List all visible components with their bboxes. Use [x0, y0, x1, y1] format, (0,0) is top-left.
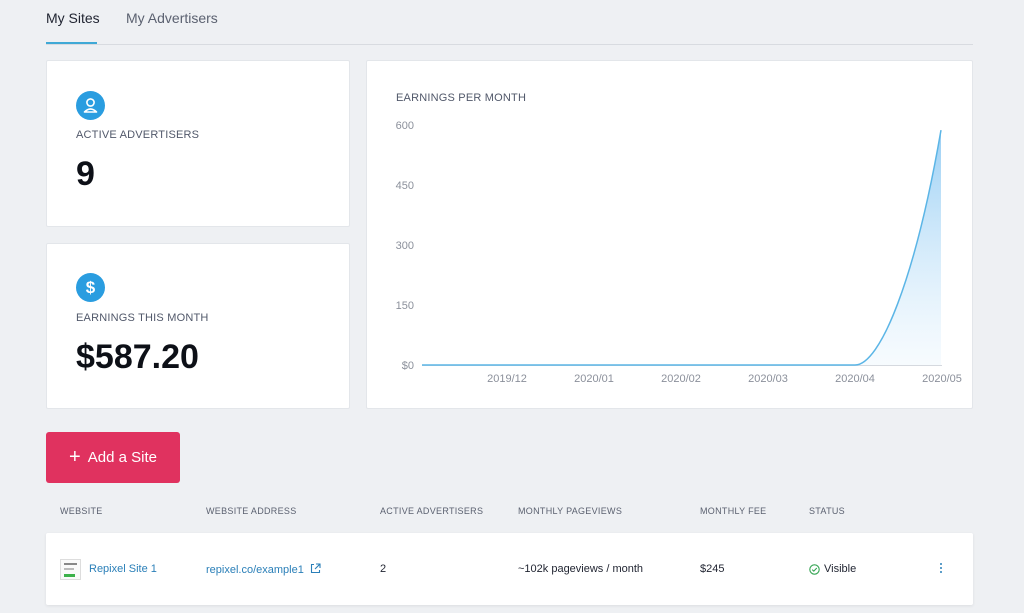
earnings-chart: $0 150 300 450 600 2019/12 2020/01 2020/02 2020… — [396, 120, 962, 385]
x-tick-label: 2020/05 — [922, 373, 962, 385]
tab-bar: My Sites My Advertisers — [46, 0, 973, 45]
site-thumbnail — [60, 559, 81, 580]
y-tick-label: 300 — [396, 240, 414, 252]
header-status: STATUS — [809, 506, 845, 516]
earnings-line — [422, 129, 942, 366]
active-advertisers-cell: 2 — [380, 563, 387, 575]
y-tick-label: $0 — [402, 360, 414, 372]
status-text: Visible — [824, 563, 857, 575]
active-advertisers-label: ACTIVE ADVERTISERS — [76, 129, 200, 141]
site-address-link[interactable]: repixel.co/example1 — [206, 564, 304, 576]
y-tick-label: 450 — [396, 180, 414, 192]
site-address-cell[interactable]: repixel.co/example1 — [206, 563, 321, 576]
header-website: WEBSITE — [60, 506, 103, 516]
x-tick-label: 2020/03 — [748, 373, 788, 385]
add-site-button[interactable]: + Add a Site — [46, 432, 180, 483]
svg-text:$: $ — [86, 278, 96, 297]
earnings-this-month-value: $587.20 — [76, 338, 199, 376]
chart-title: EARNINGS PER MONTH — [396, 92, 527, 104]
add-site-label: Add a Site — [87, 449, 157, 466]
status-cell: Visible — [809, 563, 856, 575]
earnings-this-month-card: $ EARNINGS THIS MONTH $587.20 — [46, 243, 350, 409]
earnings-this-month-label: EARNINGS THIS MONTH — [76, 312, 209, 324]
external-link-icon[interactable] — [310, 563, 321, 574]
tab-my-sites[interactable]: My Sites — [46, 10, 100, 26]
header-monthly-fee: MONTHLY FEE — [700, 506, 767, 516]
active-advertisers-value: 9 — [76, 155, 95, 193]
check-circle-icon — [809, 563, 820, 575]
tab-my-advertisers[interactable]: My Advertisers — [126, 10, 218, 26]
active-tab-indicator — [46, 42, 97, 44]
more-options-icon[interactable] — [938, 563, 944, 575]
active-advertisers-card: ACTIVE ADVERTISERS 9 — [46, 60, 350, 227]
monthly-fee-cell: $245 — [700, 563, 725, 575]
user-icon — [76, 91, 105, 120]
header-website-address: WEBSITE ADDRESS — [206, 506, 297, 516]
table-row[interactable]: Repixel Site 1 repixel.co/example1 2 ~10… — [46, 533, 973, 605]
earnings-area — [855, 130, 941, 365]
x-tick-label: 2019/12 — [487, 373, 527, 385]
x-tick-label: 2020/02 — [661, 373, 701, 385]
x-tick-label: 2020/04 — [835, 373, 875, 385]
header-monthly-pageviews: MONTHLY PAGEVIEWS — [518, 506, 623, 516]
plus-icon: + — [69, 445, 81, 468]
y-tick-label: 600 — [396, 120, 414, 132]
x-tick-label: 2020/01 — [574, 373, 614, 385]
y-tick-label: 150 — [396, 300, 414, 312]
site-name-link[interactable]: Repixel Site 1 — [89, 563, 157, 575]
header-active-advertisers: ACTIVE ADVERTISERS — [380, 506, 484, 516]
monthly-pageviews-cell: ~102k pageviews / month — [518, 563, 644, 575]
earnings-chart-card: EARNINGS PER MONTH $0 150 300 450 600 2019/1… — [366, 60, 973, 409]
dollar-icon: $ — [76, 273, 105, 302]
